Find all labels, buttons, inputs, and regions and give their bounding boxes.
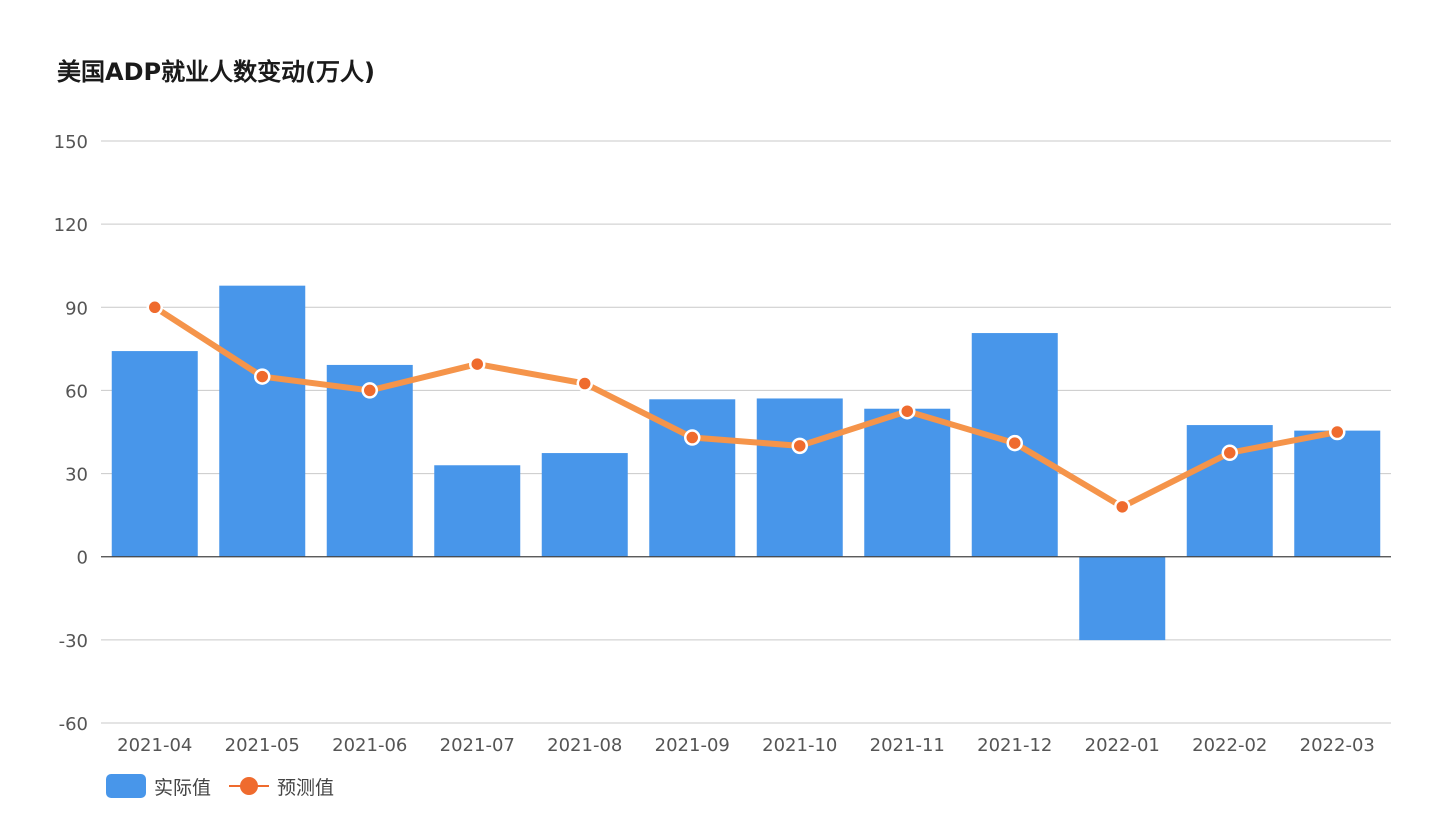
forecast-point: [1221, 444, 1238, 462]
legend-swatch-line: [229, 774, 270, 798]
bar: [756, 398, 843, 557]
forecast-point: [899, 402, 916, 420]
legend: 实际值 预测值: [106, 772, 352, 800]
forecast-point: [1329, 423, 1346, 441]
chart-title: 美国ADP就业人数变动(万人): [57, 58, 376, 86]
bar: [541, 453, 628, 557]
y-tick-label: -30: [59, 631, 88, 652]
y-tick-label: 0: [77, 548, 88, 569]
x-tick-label: 2021-07: [440, 735, 515, 756]
x-tick-label: 2021-10: [762, 735, 837, 756]
legend-label-actual: 实际值: [154, 776, 212, 799]
legend-swatch-bar: [106, 774, 146, 798]
forecast-line: [151, 304, 1341, 510]
forecast-point: [684, 429, 701, 446]
forecast-point: [576, 375, 593, 392]
bar: [1079, 556, 1166, 641]
x-tick-label: 2022-03: [1300, 735, 1375, 756]
forecast-point: [1006, 434, 1023, 452]
x-tick-label: 2021-05: [225, 735, 300, 756]
legend-item-forecast[interactable]: 预测值: [229, 773, 334, 800]
x-tick-label: 2021-09: [655, 735, 730, 756]
forecast-point: [1114, 498, 1131, 516]
forecast-point: [254, 368, 271, 385]
x-tick-label: 2021-06: [332, 735, 407, 756]
x-tick-label: 2021-12: [977, 735, 1052, 756]
y-tick-label: 60: [65, 381, 88, 402]
bar: [111, 351, 198, 557]
y-tick-label: 150: [54, 132, 88, 153]
x-tick-label: 2021-04: [117, 735, 192, 756]
bar: [864, 408, 951, 557]
legend-label-forecast: 预测值: [277, 776, 335, 799]
y-tick-label: 30: [65, 465, 88, 486]
y-tick-label: 120: [54, 215, 88, 236]
x-tick-label: 2022-02: [1192, 735, 1267, 756]
y-tick-label: 90: [65, 298, 88, 319]
forecast-point: [469, 355, 486, 373]
bar: [1294, 430, 1381, 557]
forecast-point: [361, 382, 378, 399]
bar: [219, 285, 306, 557]
x-tick-label: 2021-11: [870, 735, 945, 756]
forecast-point: [146, 299, 163, 316]
legend-item-actual[interactable]: 实际值: [106, 773, 211, 800]
bar: [434, 465, 521, 557]
y-tick-label: -60: [59, 714, 88, 735]
forecast-point: [791, 437, 808, 455]
x-tick-label: 2022-01: [1085, 735, 1160, 756]
x-tick-label: 2021-08: [547, 735, 622, 756]
